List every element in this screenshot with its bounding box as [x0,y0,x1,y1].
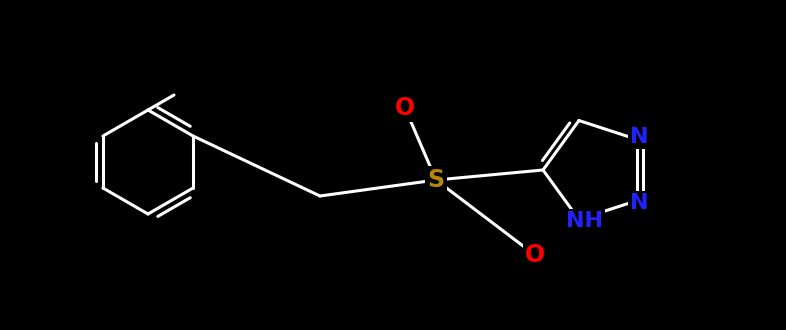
Text: NH: NH [567,212,604,231]
Text: S: S [428,168,445,192]
Text: O: O [525,243,545,267]
Text: N: N [630,193,648,213]
Text: N: N [630,127,648,148]
Text: O: O [395,96,415,120]
